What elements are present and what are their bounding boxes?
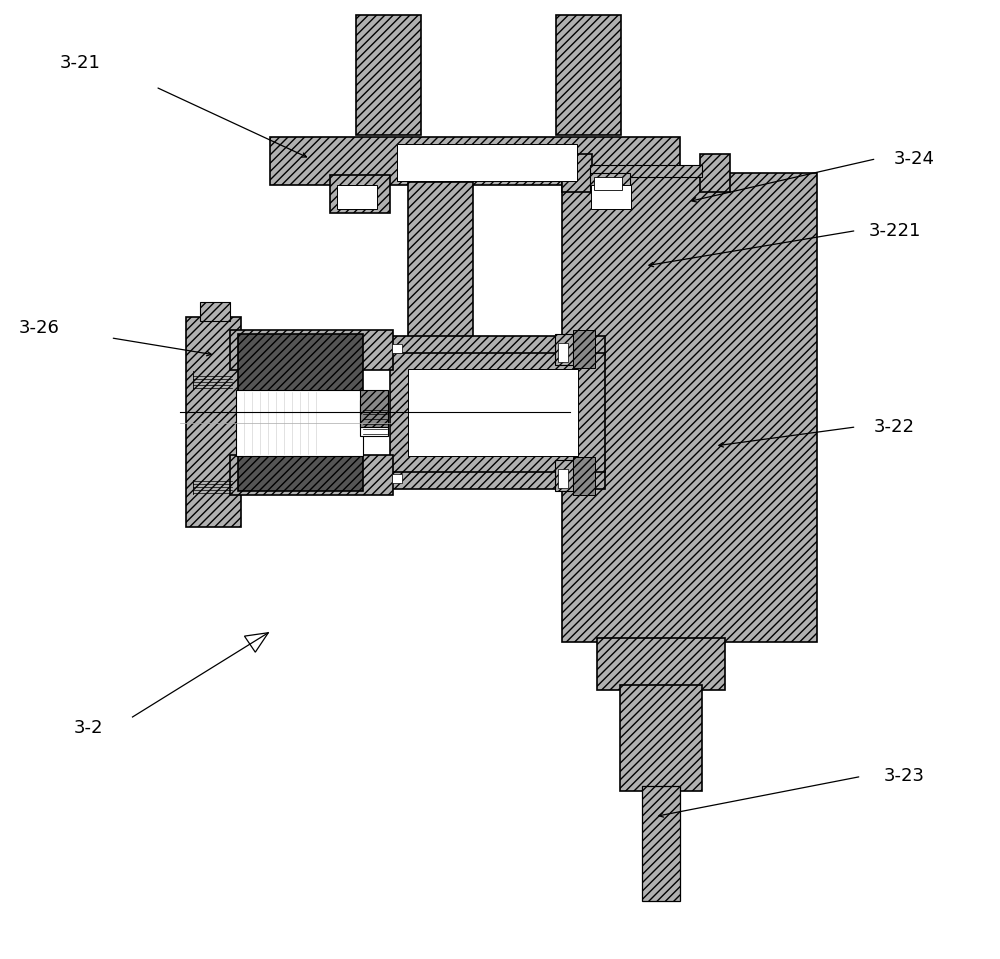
- Bar: [642, 786, 680, 901]
- Bar: [390, 470, 605, 489]
- Text: 3-26: 3-26: [18, 319, 59, 338]
- Bar: [591, 184, 631, 209]
- Bar: [620, 686, 702, 791]
- Bar: [236, 390, 363, 456]
- Bar: [390, 336, 605, 355]
- Bar: [360, 400, 388, 436]
- Bar: [562, 173, 817, 643]
- Text: 3-21: 3-21: [60, 54, 101, 72]
- Bar: [270, 137, 680, 184]
- Bar: [186, 316, 241, 527]
- Text: 3-221: 3-221: [868, 222, 921, 240]
- Bar: [558, 342, 568, 362]
- Bar: [330, 175, 390, 213]
- Bar: [392, 474, 402, 483]
- Bar: [356, 15, 421, 135]
- Bar: [584, 175, 644, 213]
- Text: 3-22: 3-22: [874, 418, 915, 435]
- Bar: [562, 153, 592, 192]
- Bar: [590, 165, 702, 176]
- Bar: [360, 390, 388, 427]
- Bar: [555, 460, 573, 491]
- Bar: [238, 334, 363, 399]
- Bar: [556, 15, 621, 135]
- Text: 3-23: 3-23: [884, 767, 925, 785]
- Bar: [590, 173, 630, 192]
- Bar: [408, 369, 578, 456]
- Bar: [230, 455, 393, 495]
- Bar: [555, 334, 573, 364]
- Bar: [238, 426, 363, 491]
- Text: 3-2: 3-2: [74, 719, 103, 737]
- Bar: [390, 353, 605, 472]
- Bar: [392, 343, 402, 353]
- Bar: [230, 330, 393, 370]
- Bar: [200, 302, 230, 321]
- Bar: [700, 153, 730, 192]
- Bar: [337, 184, 377, 209]
- Bar: [558, 469, 568, 488]
- Bar: [573, 330, 595, 368]
- Bar: [597, 638, 725, 690]
- Bar: [397, 145, 577, 180]
- Text: 3-24: 3-24: [894, 150, 935, 168]
- Bar: [594, 176, 622, 190]
- Bar: [408, 181, 473, 339]
- Bar: [573, 456, 595, 495]
